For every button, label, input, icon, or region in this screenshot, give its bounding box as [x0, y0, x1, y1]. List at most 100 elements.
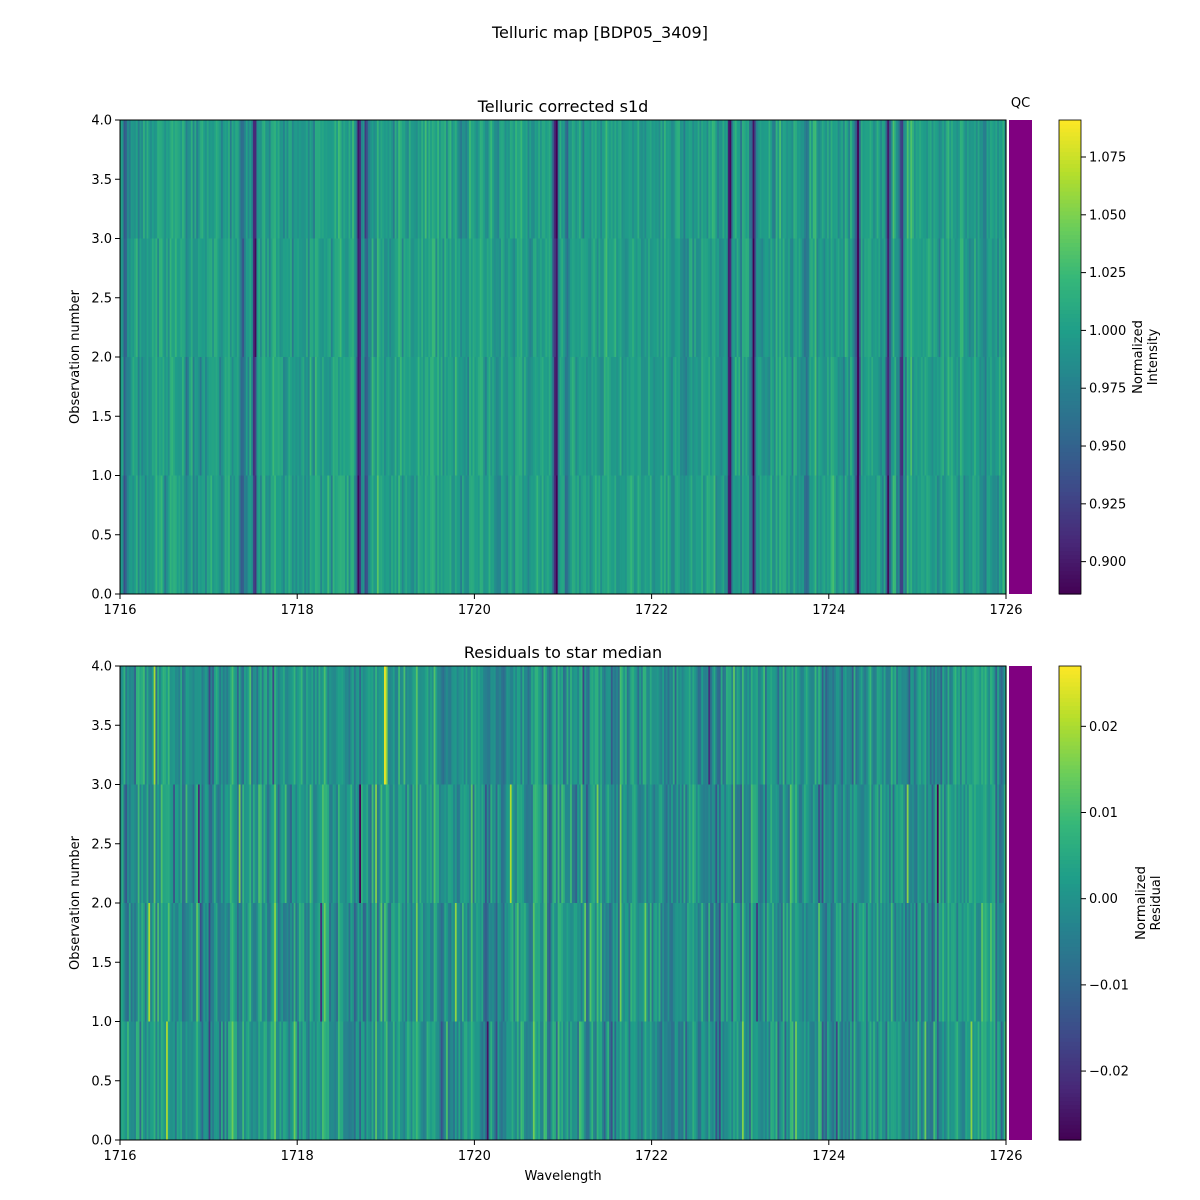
heatmap-cell: [587, 120, 591, 239]
heatmap-cell: [518, 120, 522, 239]
heatmap-cell: [862, 120, 865, 239]
heatmap-cell: [139, 238, 142, 357]
heatmap-cell: [391, 903, 394, 1022]
heatmap-cell: [148, 120, 151, 239]
heatmap-cell: [545, 475, 548, 594]
colorbar-segment: [1059, 879, 1081, 884]
heatmap-cell: [756, 666, 759, 785]
heatmap-cell: [424, 784, 428, 903]
heatmap-cell: [805, 1021, 809, 1140]
heatmap-cell: [853, 666, 856, 785]
heatmap-cell: [407, 784, 410, 903]
heatmap-cell: [991, 666, 995, 785]
heatmap-cell: [552, 238, 555, 357]
heatmap-cell: [399, 120, 403, 239]
heatmap-cell: [548, 357, 552, 476]
heatmap-cell: [462, 238, 465, 357]
heatmap-cell: [208, 666, 211, 785]
heatmap-cell: [440, 475, 444, 594]
heatmap-cell: [986, 475, 989, 594]
heatmap-cell: [314, 903, 318, 1022]
heatmap-cell: [951, 666, 954, 785]
heatmap-cell: [352, 903, 355, 1022]
heatmap-cell: [481, 238, 484, 357]
heatmap-cell: [244, 120, 247, 239]
heatmap-cell: [967, 903, 970, 1022]
heatmap-cell: [573, 1021, 576, 1140]
heatmap-cell: [892, 666, 895, 785]
colorbar: 0.9000.9250.9500.9751.0001.0251.0501.075…: [1058, 119, 1161, 595]
heatmap-cell: [205, 120, 208, 239]
colorbar-segment: [1059, 258, 1081, 263]
heatmap-cell: [593, 903, 596, 1022]
colorbar-segment: [1059, 471, 1081, 477]
heatmap-cell: [534, 238, 538, 357]
heatmap-cell: [633, 666, 637, 785]
heatmap-cell: [520, 120, 523, 239]
heatmap-cell: [979, 238, 982, 357]
heatmap-cell: [637, 120, 640, 239]
heatmap-cell: [578, 238, 582, 357]
heatmap-cell: [272, 666, 275, 785]
heatmap-cell: [770, 238, 773, 357]
heatmap-cell: [773, 238, 777, 357]
heatmap-cell: [635, 475, 639, 594]
heatmap-cell: [531, 903, 534, 1022]
heatmap-cell: [945, 238, 949, 357]
heatmap-cell: [890, 120, 894, 239]
heatmap-cell: [376, 666, 380, 785]
heatmap-cell: [601, 903, 605, 1022]
heatmap-cell: [851, 1021, 855, 1140]
heatmap-cell: [841, 1021, 844, 1140]
heatmap-cell: [635, 666, 639, 785]
heatmap-cell: [254, 238, 258, 357]
heatmap-cell: [717, 903, 720, 1022]
heatmap-cell: [587, 666, 591, 785]
heatmap-cell: [162, 475, 165, 594]
heatmap-cell: [251, 357, 254, 476]
heatmap-cell: [174, 784, 178, 903]
heatmap-cell: [920, 666, 924, 785]
heatmap-cell: [164, 238, 167, 357]
heatmap-cell: [952, 238, 956, 357]
heatmap-cell: [467, 903, 470, 1022]
heatmap-cell: [417, 1021, 421, 1140]
heatmap-cell: [855, 475, 858, 594]
heatmap-cell: [373, 238, 376, 357]
heatmap-cell: [811, 357, 814, 476]
heatmap-cell: [880, 238, 883, 357]
heatmap-cell: [563, 357, 566, 476]
heatmap-cell: [924, 120, 927, 239]
y-tick-label: 2.0: [91, 897, 112, 912]
colorbar-segment: [1059, 210, 1081, 216]
heatmap-cell: [185, 120, 188, 239]
heatmap-cell: [244, 666, 247, 785]
heatmap-cell: [889, 238, 892, 357]
heatmap-cell: [171, 357, 174, 476]
heatmap-cell: [990, 475, 993, 594]
heatmap-cell: [311, 666, 314, 785]
heatmap-cell: [958, 903, 961, 1022]
heatmap-cell: [591, 903, 594, 1022]
heatmap-cell: [467, 120, 470, 239]
heatmap-cell: [272, 238, 275, 357]
heatmap-cell: [835, 903, 839, 1022]
heatmap-cell: [935, 784, 938, 903]
colorbar-segment: [1059, 918, 1081, 924]
heatmap-cell: [182, 475, 185, 594]
heatmap-cell: [616, 666, 619, 785]
y-tick-label: 4.0: [91, 114, 112, 129]
heatmap-cell: [635, 120, 639, 239]
heatmap-cell: [580, 903, 584, 1022]
heatmap-cell: [499, 1021, 502, 1140]
heatmap-cell: [316, 238, 320, 357]
heatmap-cell: [566, 238, 569, 357]
heatmap-cell: [502, 784, 506, 903]
heatmap-cell: [660, 357, 663, 476]
heatmap-cell: [210, 357, 213, 476]
heatmap-cell: [984, 784, 988, 903]
heatmap-cell: [777, 784, 780, 903]
heatmap-cell: [244, 1021, 247, 1140]
heatmap-cell: [988, 120, 991, 239]
heatmap-cell: [928, 666, 931, 785]
